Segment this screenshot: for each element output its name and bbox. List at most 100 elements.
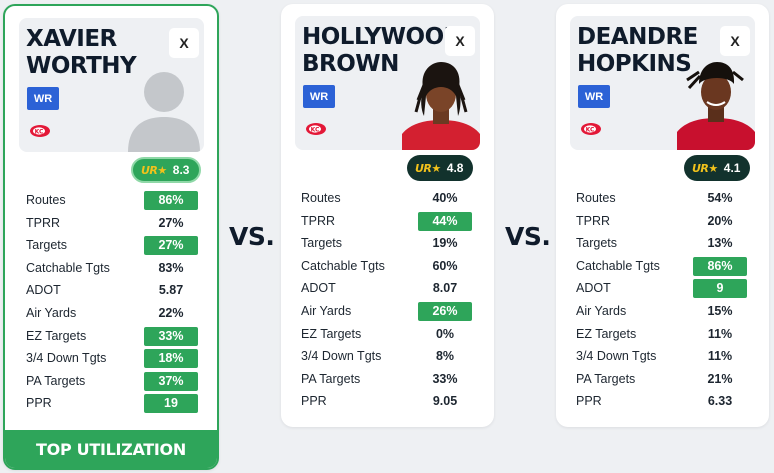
stat-value: 83%: [158, 260, 184, 275]
stat-value: 20%: [707, 213, 733, 228]
player-header: DEANDRE HOPKINS X WR KC: [570, 16, 755, 150]
stat-label: 3/4 Down Tgts: [301, 349, 382, 364]
stat-row-catchable-tgts: Catchable Tgts 86%: [556, 256, 769, 279]
stat-row-pa-targets: PA Targets 33%: [281, 369, 494, 392]
stats-list: Routes 86% TPRR 27% Targets 27% Catchable T…: [5, 190, 217, 416]
svg-text:KC: KC: [586, 126, 595, 133]
stat-label: Catchable Tgts: [576, 258, 660, 273]
stat-label: Routes: [576, 191, 616, 205]
stat-value: 6.33: [707, 394, 733, 409]
stat-value: 22%: [158, 305, 184, 320]
top-utilization-banner: TOP UTILIZATION: [5, 430, 217, 468]
stat-row-air-yards: Air Yards 15%: [556, 301, 769, 324]
stat-value: 33%: [432, 371, 458, 386]
stat-label: TPRR: [26, 215, 61, 230]
remove-player-button[interactable]: X: [445, 26, 475, 56]
chiefs-logo-icon: KC: [306, 123, 326, 135]
stat-value: 86%: [144, 191, 198, 210]
player-header: HOLLYWOOD BROWN X WR KC: [295, 16, 480, 150]
stat-label: EZ Targets: [26, 328, 87, 343]
position-badge: WR: [27, 87, 59, 110]
position-badge: WR: [578, 85, 610, 108]
stat-label: Catchable Tgts: [26, 260, 110, 275]
score-value: 4.1: [723, 161, 741, 175]
utilization-score: UR★ 4.8: [407, 155, 474, 181]
stat-row-catchable-tgts: Catchable Tgts 60%: [281, 256, 494, 279]
stat-value: 33%: [144, 326, 198, 346]
stat-row-routes: Routes 54%: [556, 188, 769, 211]
stat-label: PA Targets: [576, 371, 636, 386]
stat-value: 0%: [435, 326, 455, 341]
utilization-score: UR★ 8.3: [131, 157, 202, 183]
stat-row-tprr: TPRR 44%: [281, 211, 494, 234]
stat-row-tprr: TPRR 20%: [556, 211, 769, 234]
stat-value: 18%: [144, 349, 198, 369]
stat-value: 13%: [707, 236, 733, 251]
stat-label: PPR: [576, 394, 602, 409]
stat-label: Air Yards: [301, 303, 352, 318]
position-badge: WR: [303, 85, 335, 108]
stat-row-3-4-down-tgts: 3/4 Down Tgts 11%: [556, 346, 769, 369]
stat-row-adot: ADOT 9: [556, 278, 769, 301]
ur-logo-icon: UR★: [141, 163, 167, 177]
stat-value: 8.07: [432, 281, 458, 296]
stats-list: Routes 40% TPRR 44% Targets 19% Catchable T…: [281, 188, 494, 414]
chiefs-logo-icon: KC: [30, 125, 50, 137]
stat-row-catchable-tgts: Catchable Tgts 83%: [5, 258, 217, 281]
stat-row-pa-targets: PA Targets 21%: [556, 369, 769, 392]
stat-row-ez-targets: EZ Targets 0%: [281, 324, 494, 347]
placeholder-avatar-icon: [128, 72, 200, 152]
stat-row-ez-targets: EZ Targets 33%: [5, 326, 217, 349]
player-name: HOLLYWOOD BROWN: [302, 24, 450, 77]
stat-label: Air Yards: [576, 303, 627, 318]
stat-row-routes: Routes 86%: [5, 190, 217, 213]
player-card-hollywood-brown: HOLLYWOOD BROWN X WR KC UR★ 4.8 Routes 40%…: [281, 4, 494, 427]
stat-value: 8%: [435, 349, 455, 364]
stat-value: 11%: [707, 349, 733, 364]
ur-logo-icon: UR★: [415, 161, 441, 175]
stat-row-targets: Targets 13%: [556, 233, 769, 256]
stat-value: 27%: [158, 215, 184, 230]
stat-label: Routes: [301, 191, 341, 205]
player-card-deandre-hopkins: DEANDRE HOPKINS X WR KC UR★ 4.1 Routes 54%…: [556, 4, 769, 427]
svg-text:KC: KC: [35, 128, 44, 135]
stat-row-ez-targets: EZ Targets 11%: [556, 324, 769, 347]
stat-value: 54%: [707, 191, 733, 205]
stat-value: 40%: [432, 191, 458, 205]
player-header: XAVIER WORTHY X WR KC: [19, 18, 204, 152]
stats-list: Routes 54% TPRR 20% Targets 13% Catchable T…: [556, 188, 769, 414]
stat-value: 21%: [707, 371, 733, 386]
remove-player-button[interactable]: X: [720, 26, 750, 56]
stat-row-air-yards: Air Yards 22%: [5, 303, 217, 326]
stat-row-air-yards: Air Yards 26%: [281, 301, 494, 324]
stat-label: Targets: [576, 236, 617, 251]
stat-label: PA Targets: [301, 371, 361, 386]
stat-label: EZ Targets: [576, 326, 637, 341]
stat-label: TPRR: [576, 213, 611, 228]
stat-value: 9: [693, 279, 747, 299]
stat-row-ppr: PPR 9.05: [281, 391, 494, 414]
chiefs-logo-icon: KC: [581, 123, 601, 135]
stat-value: 11%: [707, 326, 733, 341]
stat-label: PPR: [26, 396, 52, 411]
stat-value: 5.87: [158, 283, 184, 298]
stat-value: 60%: [432, 258, 458, 273]
stat-label: Targets: [301, 236, 342, 251]
vs-label: VS.: [229, 222, 275, 251]
player-name: DEANDRE HOPKINS: [577, 24, 698, 77]
player-photo: [402, 62, 480, 150]
stat-value: 44%: [418, 211, 472, 231]
stat-label: Catchable Tgts: [301, 258, 385, 273]
stat-value: 15%: [707, 303, 733, 318]
vs-label: VS.: [505, 222, 551, 251]
stat-row-ppr: PPR 19: [5, 393, 217, 416]
remove-player-button[interactable]: X: [169, 28, 199, 58]
stat-label: ADOT: [576, 281, 611, 296]
stat-value: 86%: [693, 256, 747, 276]
stat-row-ppr: PPR 6.33: [556, 391, 769, 414]
stat-label: ADOT: [301, 281, 336, 296]
stat-value: 26%: [418, 301, 472, 321]
player-card-xavier-worthy: XAVIER WORTHY X WR KC UR★ 8.3 Routes 86% T…: [3, 4, 219, 470]
stat-label: ADOT: [26, 283, 61, 298]
score-value: 8.3: [172, 163, 190, 177]
